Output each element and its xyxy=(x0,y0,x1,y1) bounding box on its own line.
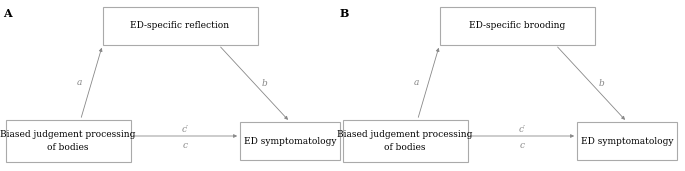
FancyBboxPatch shape xyxy=(5,120,131,162)
Text: b: b xyxy=(599,79,604,88)
Text: a: a xyxy=(414,78,419,87)
Text: ED-specific brooding: ED-specific brooding xyxy=(469,22,565,30)
FancyBboxPatch shape xyxy=(240,122,340,160)
Text: c′: c′ xyxy=(182,124,189,134)
Text: a: a xyxy=(77,78,82,87)
Text: b: b xyxy=(262,79,267,88)
Text: Biased judgement processing
of bodies: Biased judgement processing of bodies xyxy=(337,130,473,152)
Text: B: B xyxy=(340,8,349,19)
Text: c′: c′ xyxy=(519,124,526,134)
Text: ED symptomatology: ED symptomatology xyxy=(244,136,336,146)
Text: ED symptomatology: ED symptomatology xyxy=(581,136,673,146)
FancyBboxPatch shape xyxy=(103,7,258,45)
Text: c: c xyxy=(183,141,188,150)
FancyBboxPatch shape xyxy=(342,120,467,162)
Text: ED-specific reflection: ED-specific reflection xyxy=(130,22,229,30)
FancyBboxPatch shape xyxy=(440,7,595,45)
Text: c: c xyxy=(520,141,525,150)
Text: Biased judgement processing
of bodies: Biased judgement processing of bodies xyxy=(0,130,136,152)
Text: A: A xyxy=(3,8,12,19)
FancyBboxPatch shape xyxy=(577,122,677,160)
